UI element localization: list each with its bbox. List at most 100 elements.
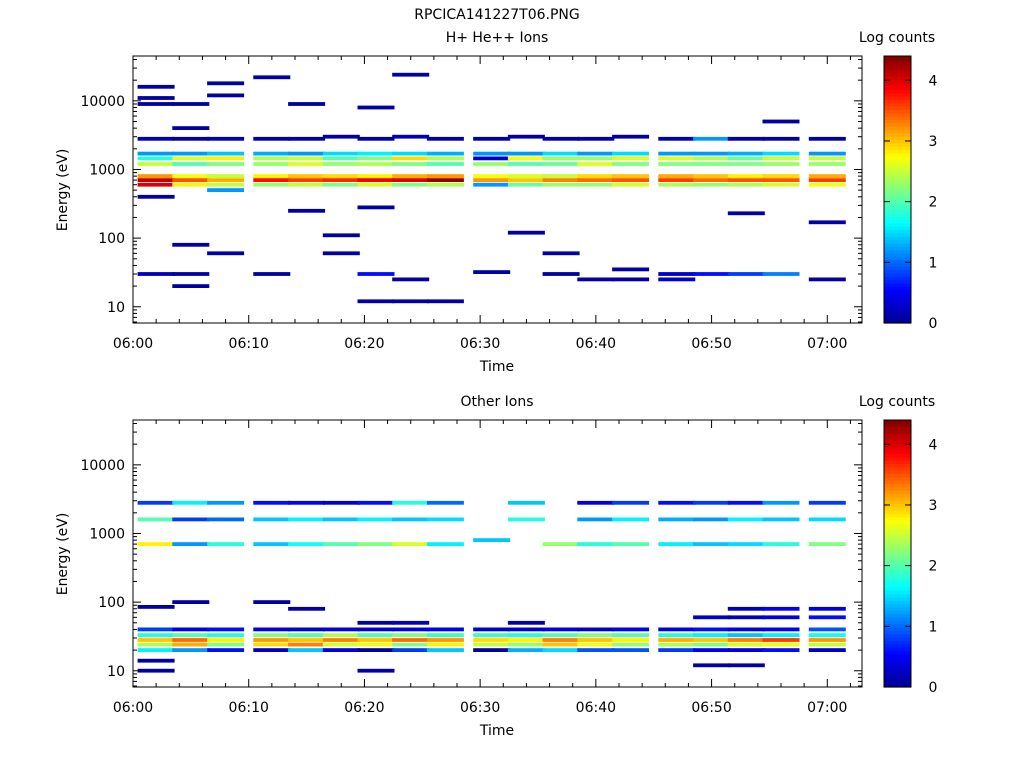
heatmap-cell — [322, 648, 360, 652]
heatmap-cell — [762, 606, 800, 611]
heatmap-cell — [357, 668, 395, 673]
colorbar-swatch — [884, 423, 911, 428]
panel-title: Other Ions — [460, 394, 533, 410]
heatmap-cell — [808, 648, 846, 652]
x-tick-label: 06:20 — [344, 336, 384, 352]
colorbar-tick-label: 4 — [929, 437, 938, 453]
heatmap-cell — [357, 272, 395, 276]
heatmap-cell — [473, 627, 511, 632]
heatmap-cell — [172, 102, 210, 106]
colorbar-swatch — [884, 112, 911, 117]
heatmap-cell — [357, 174, 395, 178]
heatmap-cell — [288, 517, 326, 522]
heatmap-cell — [392, 638, 430, 642]
heatmap-cell — [207, 633, 245, 637]
colorbar-swatch — [884, 106, 911, 110]
colorbar-swatch — [884, 556, 911, 561]
colorbar-swatch — [884, 162, 911, 167]
heatmap-cell — [207, 642, 245, 647]
colorbar-swatch — [884, 470, 911, 474]
heatmap-cell — [137, 96, 175, 100]
colorbar-tick-label: 1 — [929, 619, 938, 635]
heatmap-cell — [137, 648, 175, 652]
heatmap-cell — [357, 648, 395, 652]
x-tick-label: 07:00 — [807, 336, 847, 352]
plot-frame — [132, 419, 863, 688]
colorbar-swatch — [884, 289, 911, 294]
heatmap-cell — [392, 174, 430, 178]
heatmap-cells — [137, 500, 846, 673]
heatmap-cell — [612, 633, 650, 637]
colorbar-swatch — [884, 79, 911, 84]
heatmap-cell — [357, 136, 395, 141]
heatmap-cell — [426, 500, 464, 505]
heatmap-cell — [762, 638, 800, 642]
colorbar-swatch — [884, 433, 911, 438]
heatmap-cell — [727, 151, 765, 156]
heatmap-cell — [288, 633, 326, 637]
heatmap-cell — [172, 151, 210, 156]
heatmap-cell — [357, 500, 395, 505]
heatmap-cell — [658, 182, 696, 187]
heatmap-cell — [507, 156, 545, 161]
colorbar-swatch — [884, 430, 911, 434]
colorbar-swatch — [884, 109, 911, 114]
heatmap-cell — [288, 606, 326, 611]
heatmap-cell — [507, 178, 545, 182]
colorbar-swatch — [884, 656, 911, 661]
colorbar-swatch — [884, 593, 911, 598]
colorbar-swatch — [884, 563, 911, 568]
heatmap-cell — [426, 136, 464, 141]
colorbar-swatch — [884, 500, 911, 505]
heatmap-cell — [426, 517, 464, 522]
colorbar-tick-label: 4 — [929, 73, 938, 89]
colorbar-swatch — [884, 526, 911, 531]
heatmap-cell — [426, 642, 464, 647]
heatmap-cell — [762, 119, 800, 124]
colorbar-swatch — [884, 136, 911, 141]
y-tick-label: 1000 — [89, 526, 125, 542]
heatmap-cell — [392, 542, 430, 546]
y-axis: 10 100 1000 10000 — [80, 423, 862, 687]
heatmap-cell — [137, 638, 175, 642]
y-tick-label: 100 — [98, 231, 125, 247]
colorbar-swatch — [884, 480, 911, 485]
heatmap-cell — [727, 542, 765, 546]
heatmap-cell — [426, 627, 464, 632]
heatmap-cell — [253, 174, 291, 178]
heatmap-cell — [172, 500, 210, 505]
heatmap-cell — [357, 205, 395, 210]
heatmap-cell — [808, 182, 846, 187]
colorbar-swatch — [884, 636, 911, 641]
heatmap-cell — [172, 638, 210, 642]
heatmap-cell — [473, 162, 511, 166]
colorbar-swatch — [884, 282, 911, 287]
colorbar-swatch — [884, 159, 911, 164]
heatmap-cell — [808, 615, 846, 620]
heatmap-cell — [762, 151, 800, 156]
heatmap-cell — [172, 162, 210, 166]
x-axis: 06:00 06:10 06:20 06:30 06:40 06:50 07:00 — [113, 56, 851, 352]
heatmap-cell — [288, 102, 326, 106]
heatmap-cell — [808, 136, 846, 141]
heatmap-cell — [207, 81, 245, 86]
colorbar-swatch — [884, 276, 911, 281]
heatmap-cell — [172, 156, 210, 161]
heatmap-cell — [612, 162, 650, 166]
heatmap-cell — [253, 627, 291, 632]
heatmap-cell — [693, 500, 731, 505]
colorbar-swatch — [884, 99, 911, 104]
heatmap-cell — [288, 156, 326, 161]
heatmap-cell — [658, 638, 696, 642]
heatmap-cell — [727, 642, 765, 647]
heatmap-cell — [426, 182, 464, 187]
heatmap-cell — [693, 178, 731, 182]
colorbar-swatch — [884, 466, 911, 471]
heatmap-cell — [577, 151, 615, 156]
colorbar-swatch — [884, 122, 911, 127]
heatmap-cell — [392, 178, 430, 182]
heatmap-cell — [137, 605, 175, 609]
colorbar-swatch — [884, 610, 911, 615]
colorbar-swatch — [884, 219, 911, 224]
plot-frame — [132, 55, 863, 324]
